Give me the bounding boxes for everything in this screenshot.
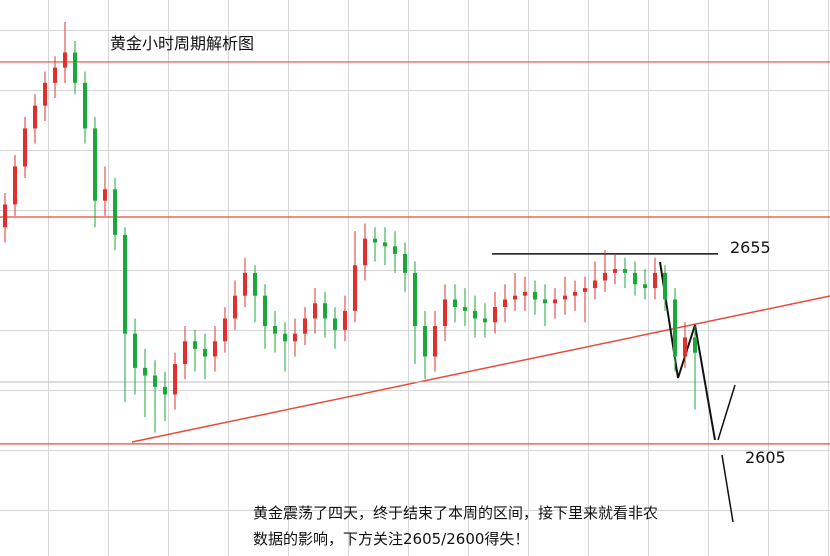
candle-body (13, 166, 17, 205)
candle-body (403, 253, 407, 273)
candle-body (373, 238, 377, 243)
chart-title: 黄金小时周期解析图 (110, 34, 254, 53)
candle-body (503, 299, 507, 308)
annotation: 数据的影响，下方关注2605/2600得失！ (253, 530, 529, 548)
projection-path (721, 454, 734, 523)
projection-path (717, 384, 736, 441)
candle-body (553, 299, 557, 304)
candle-body (193, 341, 197, 349)
candle-body (213, 341, 217, 357)
candle-body (653, 272, 657, 289)
candle-body (23, 128, 27, 167)
candle-body (303, 318, 307, 334)
candle-body (33, 105, 37, 129)
candle-body (223, 318, 227, 342)
candle-body (563, 295, 567, 300)
candle-body (83, 82, 87, 129)
candle-body (423, 326, 427, 357)
candle-body (483, 318, 487, 323)
candle-body (203, 348, 207, 357)
candle-body (313, 303, 317, 319)
annotation: 黄金震荡了四天，终于结束了本周的区间，接下里来就看非农 (253, 504, 658, 522)
candle-body (443, 299, 447, 327)
candle-body (393, 246, 397, 254)
candle-body (343, 310, 347, 330)
candle-body (593, 280, 597, 289)
projection-path (659, 261, 716, 441)
candle-body (383, 242, 387, 247)
candle-body (123, 234, 127, 334)
candle-body (603, 272, 607, 281)
candle-body (273, 326, 277, 334)
candle-body (183, 341, 187, 365)
candle-body (173, 364, 177, 395)
candle-body (283, 333, 287, 342)
level-label: 2655 (730, 238, 771, 257)
candle-body (663, 272, 667, 300)
candle-body (263, 295, 267, 327)
candle-body (513, 295, 517, 300)
candle-body (463, 307, 467, 311)
trend-line (131, 295, 830, 443)
candle-body (493, 307, 497, 323)
candle-body (323, 303, 327, 319)
candle-body (63, 52, 67, 68)
candle-body (643, 284, 647, 289)
level-label: 2605 (745, 448, 786, 467)
candle-body (53, 67, 57, 83)
candle-body (543, 299, 547, 304)
candle-body (473, 310, 477, 319)
candle-body (253, 272, 257, 296)
candle-body (233, 295, 237, 319)
candle-body (413, 272, 417, 327)
candle-body (153, 375, 157, 387)
candle-body (293, 333, 297, 342)
candle-body (73, 52, 77, 83)
candle-body (353, 265, 357, 311)
candle-body (133, 333, 137, 368)
candle-body (693, 337, 697, 353)
candle-body (3, 204, 7, 228)
candle-body (673, 299, 677, 357)
candle-body (573, 291, 577, 296)
candle-body (333, 318, 337, 330)
candle-body (683, 337, 687, 357)
candle-body (163, 386, 167, 395)
candle-body (533, 291, 537, 300)
candle-body (523, 291, 527, 296)
candle-body (113, 189, 117, 235)
candle-body (43, 82, 47, 106)
candle-body (613, 269, 617, 273)
candle-body (143, 367, 147, 376)
candle-body (93, 128, 97, 201)
candle-body (633, 272, 637, 285)
candle-body (363, 238, 367, 266)
candle-body (433, 326, 437, 357)
candle-body (103, 189, 107, 201)
candle-body (583, 288, 587, 292)
candle-body (453, 299, 457, 308)
candle-body (243, 272, 247, 296)
candle-body (623, 269, 627, 273)
